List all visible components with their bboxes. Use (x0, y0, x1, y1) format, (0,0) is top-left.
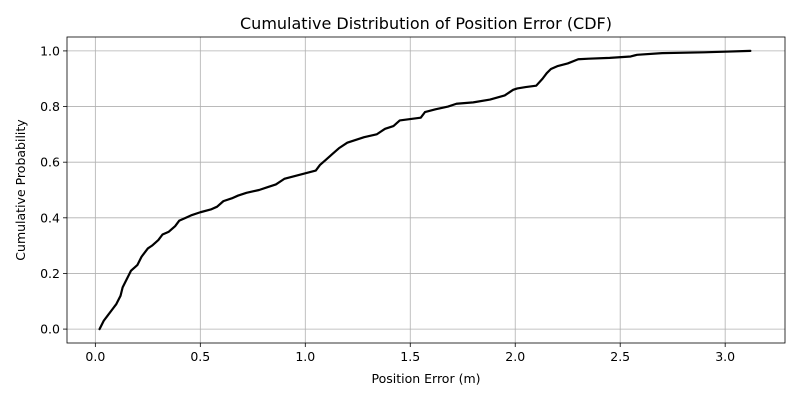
x-tick-label: 3.0 (715, 349, 735, 364)
x-tick-label: 0.0 (85, 349, 105, 364)
y-axis-ticks: 0.0 0.2 0.4 0.6 0.8 1.0 (40, 43, 67, 337)
x-tick-label: 2.0 (505, 349, 525, 364)
x-tick-label: 1.0 (295, 349, 315, 364)
chart-title: Cumulative Distribution of Position Erro… (240, 14, 612, 33)
cdf-series-line (98, 49, 752, 331)
y-tick-label: 0.6 (40, 155, 60, 170)
x-axis-ticks: 0.0 0.5 1.0 1.5 2.0 2.5 3.0 (85, 343, 735, 364)
y-tick-label: 1.0 (40, 43, 60, 58)
x-tick-label: 1.5 (400, 349, 420, 364)
y-tick-label: 0.2 (40, 266, 60, 281)
y-tick-label: 0.8 (40, 99, 60, 114)
y-axis-label: Cumulative Probability (13, 119, 28, 261)
y-tick-label: 0.0 (40, 322, 60, 337)
x-tick-label: 0.5 (190, 349, 210, 364)
grid-lines (67, 37, 785, 343)
plot-frame (66, 36, 786, 344)
y-tick-label: 0.4 (40, 210, 60, 225)
x-axis-label: Position Error (m) (371, 371, 480, 386)
x-tick-label: 2.5 (610, 349, 630, 364)
